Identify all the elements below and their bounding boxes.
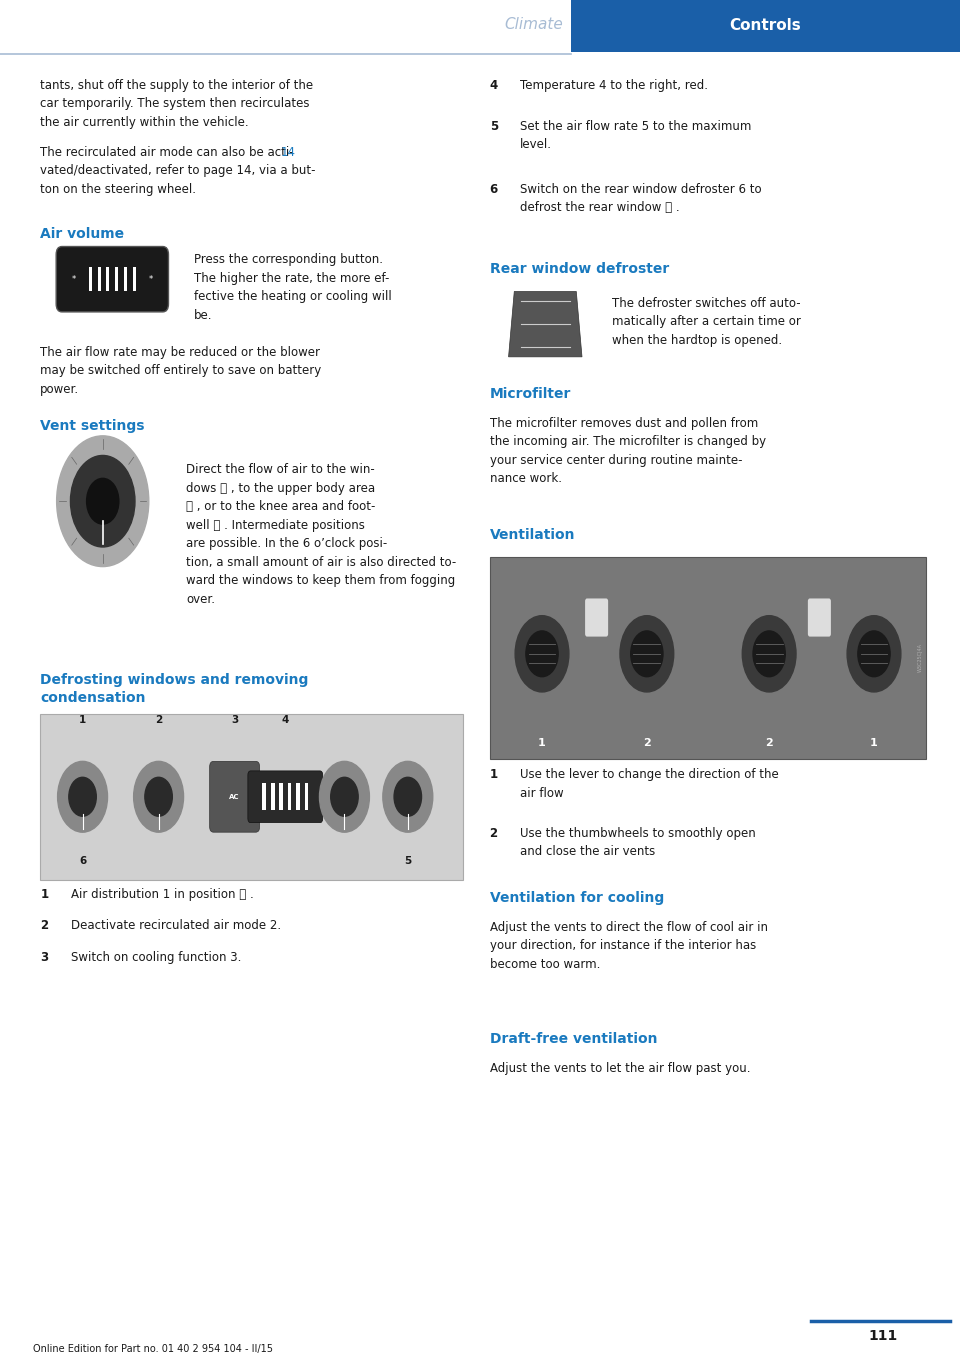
FancyBboxPatch shape xyxy=(262,783,266,810)
Text: Air volume: Air volume xyxy=(40,227,125,241)
Text: 4: 4 xyxy=(490,79,498,93)
Text: Switch on cooling function 3.: Switch on cooling function 3. xyxy=(71,951,241,964)
Text: Defrosting windows and removing
condensation: Defrosting windows and removing condensa… xyxy=(40,673,309,706)
Text: 2: 2 xyxy=(490,827,497,840)
Text: 2: 2 xyxy=(765,738,773,748)
Text: W3C25CJ4A: W3C25CJ4A xyxy=(918,643,923,673)
FancyBboxPatch shape xyxy=(107,267,109,291)
Circle shape xyxy=(847,616,900,692)
FancyBboxPatch shape xyxy=(288,783,292,810)
Circle shape xyxy=(742,616,796,692)
FancyBboxPatch shape xyxy=(490,557,926,759)
Text: Online Edition for Part no. 01 40 2 954 104 - II/15: Online Edition for Part no. 01 40 2 954 … xyxy=(33,1344,273,1354)
Text: Direct the flow of air to the win-
dows ⓶ , to the upper body area
⓷ , or to the: Direct the flow of air to the win- dows … xyxy=(186,463,457,606)
FancyBboxPatch shape xyxy=(296,783,300,810)
Text: 14: 14 xyxy=(280,146,296,159)
FancyBboxPatch shape xyxy=(585,598,608,636)
Circle shape xyxy=(383,761,433,832)
Text: 2: 2 xyxy=(643,738,651,748)
Text: 111: 111 xyxy=(869,1329,898,1343)
Text: 4: 4 xyxy=(281,715,289,725)
FancyBboxPatch shape xyxy=(40,714,463,880)
Circle shape xyxy=(631,631,663,677)
Circle shape xyxy=(858,631,890,677)
FancyBboxPatch shape xyxy=(132,267,135,291)
FancyBboxPatch shape xyxy=(115,267,118,291)
Circle shape xyxy=(753,631,785,677)
Text: The recirculated air mode can also be acti-
vated/deactivated, refer to page 14,: The recirculated air mode can also be ac… xyxy=(40,146,316,196)
Polygon shape xyxy=(509,291,582,357)
Text: The air flow rate may be reduced or the blower
may be switched off entirely to s: The air flow rate may be reduced or the … xyxy=(40,346,322,396)
Text: The defroster switches off auto-
matically after a certain time or
when the hard: The defroster switches off auto- matical… xyxy=(612,297,802,347)
Text: 5: 5 xyxy=(404,857,412,866)
FancyBboxPatch shape xyxy=(248,771,323,823)
Text: Temperature 4 to the right, red.: Temperature 4 to the right, red. xyxy=(520,79,708,93)
Circle shape xyxy=(86,478,119,524)
Circle shape xyxy=(516,616,569,692)
FancyBboxPatch shape xyxy=(279,783,283,810)
Text: 6: 6 xyxy=(79,857,86,866)
Text: Set the air flow rate 5 to the maximum
level.: Set the air flow rate 5 to the maximum l… xyxy=(520,120,752,151)
Text: Rear window defroster: Rear window defroster xyxy=(490,262,669,275)
Text: 6: 6 xyxy=(490,183,498,196)
Circle shape xyxy=(133,761,183,832)
Circle shape xyxy=(145,778,173,816)
Text: Adjust the vents to let the air flow past you.: Adjust the vents to let the air flow pas… xyxy=(490,1062,750,1076)
Text: Air distribution 1 in position ⓶ .: Air distribution 1 in position ⓶ . xyxy=(71,888,253,902)
Circle shape xyxy=(57,436,149,567)
Circle shape xyxy=(70,455,135,548)
Text: *: * xyxy=(72,275,76,283)
Text: AC: AC xyxy=(229,794,240,799)
Text: Climate: Climate xyxy=(505,16,564,33)
FancyBboxPatch shape xyxy=(98,267,101,291)
FancyBboxPatch shape xyxy=(56,247,169,312)
Circle shape xyxy=(394,778,421,816)
Text: Draft-free ventilation: Draft-free ventilation xyxy=(490,1032,657,1046)
Text: 3: 3 xyxy=(231,715,238,725)
Circle shape xyxy=(526,631,558,677)
Circle shape xyxy=(320,761,370,832)
Circle shape xyxy=(620,616,674,692)
Text: 3: 3 xyxy=(40,951,48,964)
Text: Microfilter: Microfilter xyxy=(490,387,571,400)
Text: Switch on the rear window defroster 6 to
defrost the rear window ⓶ .: Switch on the rear window defroster 6 to… xyxy=(520,183,762,214)
Circle shape xyxy=(69,778,96,816)
Text: 1: 1 xyxy=(870,738,877,748)
Circle shape xyxy=(330,778,358,816)
Text: 1: 1 xyxy=(79,715,86,725)
Text: 2: 2 xyxy=(155,715,162,725)
Text: 1: 1 xyxy=(490,768,497,782)
Text: Ventilation: Ventilation xyxy=(490,528,575,542)
Text: 2: 2 xyxy=(40,919,48,933)
Text: *: * xyxy=(149,275,153,283)
Text: Press the corresponding button.
The higher the rate, the more ef-
fective the he: Press the corresponding button. The high… xyxy=(194,253,392,321)
Text: Controls: Controls xyxy=(730,18,802,34)
FancyBboxPatch shape xyxy=(209,761,259,832)
Text: Use the thumbwheels to smoothly open
and close the air vents: Use the thumbwheels to smoothly open and… xyxy=(520,827,756,858)
Text: tants, shut off the supply to the interior of the
car temporarily. The system th: tants, shut off the supply to the interi… xyxy=(40,79,314,129)
Text: 1: 1 xyxy=(539,738,546,748)
Text: The microfilter removes dust and pollen from
the incoming air. The microfilter i: The microfilter removes dust and pollen … xyxy=(490,417,766,485)
Circle shape xyxy=(58,761,108,832)
FancyBboxPatch shape xyxy=(271,783,275,810)
Text: Use the lever to change the direction of the
air flow: Use the lever to change the direction of… xyxy=(520,768,780,799)
Text: Vent settings: Vent settings xyxy=(40,419,145,433)
FancyBboxPatch shape xyxy=(88,267,92,291)
FancyBboxPatch shape xyxy=(571,0,960,52)
FancyBboxPatch shape xyxy=(808,598,831,636)
Text: 1: 1 xyxy=(40,888,48,902)
Text: 5: 5 xyxy=(490,120,498,133)
Text: Ventilation for cooling: Ventilation for cooling xyxy=(490,891,664,904)
Text: Deactivate recirculated air mode 2.: Deactivate recirculated air mode 2. xyxy=(71,919,281,933)
Text: Adjust the vents to direct the flow of cool air in
your direction, for instance : Adjust the vents to direct the flow of c… xyxy=(490,921,768,971)
FancyBboxPatch shape xyxy=(304,783,308,810)
FancyBboxPatch shape xyxy=(124,267,127,291)
